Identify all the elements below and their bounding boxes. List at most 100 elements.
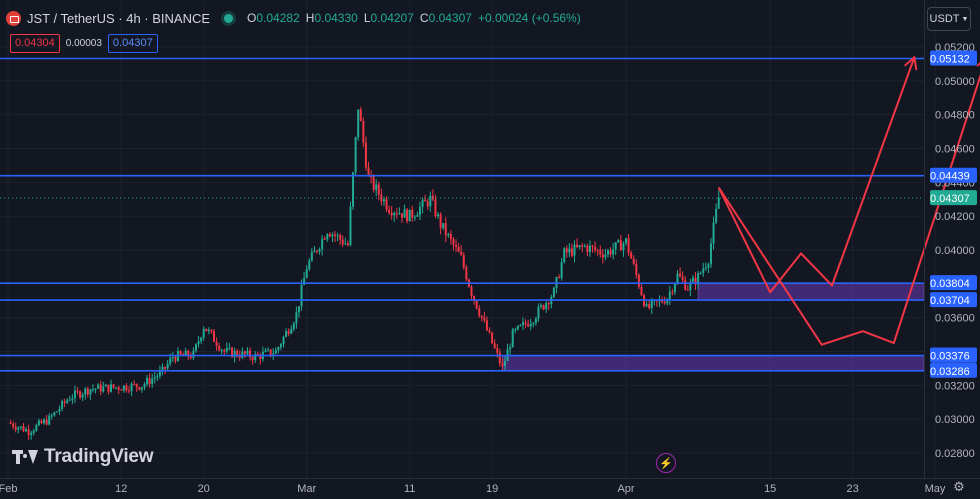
- candle-body: [702, 268, 705, 273]
- candle-body: [709, 243, 712, 265]
- candle-body: [483, 317, 486, 321]
- quote-boxes: 0.04304 0.00003 0.04307: [10, 34, 158, 53]
- candle-body: [545, 302, 548, 310]
- candle-body: [408, 209, 411, 222]
- tradingview-logo[interactable]: TradingView: [12, 446, 154, 468]
- tradingview-wordmark: TradingView: [44, 446, 154, 467]
- sell-price-button[interactable]: 0.04304: [10, 34, 60, 53]
- candle-body: [323, 238, 326, 240]
- candle-body: [576, 244, 579, 247]
- gear-icon[interactable]: ⚙: [953, 479, 965, 494]
- candle-body: [50, 415, 53, 417]
- price-tick-label: 0.04800: [935, 110, 975, 122]
- buy-price-button[interactable]: 0.04307: [107, 34, 158, 53]
- time-tick-label: 15: [764, 483, 776, 495]
- candle-body: [475, 300, 478, 309]
- market-status-icon[interactable]: [224, 13, 234, 23]
- candle-body: [326, 234, 329, 240]
- candle-body: [697, 273, 700, 285]
- candle-body: [174, 357, 177, 361]
- candle-body: [470, 286, 473, 297]
- candle-body: [254, 354, 257, 361]
- candle-body: [66, 400, 69, 403]
- candle-body: [460, 251, 463, 256]
- candle-body: [246, 350, 249, 355]
- candle-body: [104, 384, 107, 387]
- candle-body: [207, 329, 210, 332]
- level-price-label: 0.04439: [930, 171, 970, 183]
- candle-body: [650, 300, 653, 308]
- candle-body: [243, 351, 246, 355]
- candle-body: [364, 142, 367, 168]
- candle-body: [107, 384, 110, 392]
- candle-body: [558, 277, 561, 279]
- candle-body: [372, 176, 375, 190]
- candle-body: [426, 201, 429, 207]
- candle-body: [205, 328, 208, 332]
- candle-body: [640, 286, 643, 296]
- candle-body: [619, 240, 622, 251]
- candle-body: [202, 328, 205, 338]
- candle-body: [429, 195, 432, 207]
- candle-body: [668, 291, 671, 300]
- lightning-icon[interactable]: ⚡: [656, 453, 676, 473]
- candle-body: [400, 213, 403, 218]
- level-price-badge: [930, 362, 977, 378]
- arrow-head: [904, 56, 918, 71]
- candle-body: [210, 329, 213, 332]
- currency-button[interactable]: USDT ▼: [927, 7, 971, 31]
- candle-body: [272, 353, 275, 356]
- candle-body: [568, 248, 571, 253]
- candle-body: [17, 427, 20, 430]
- symbol-title[interactable]: JST / TetherUS · 4h · BINANCE: [27, 10, 211, 26]
- candle-body: [117, 387, 120, 390]
- candle-body: [146, 377, 149, 385]
- candle-body: [346, 243, 349, 245]
- candle-body: [522, 322, 524, 326]
- candle-body: [491, 332, 494, 344]
- candle-body: [171, 357, 174, 359]
- candle-body: [61, 401, 64, 409]
- candle-body: [14, 426, 17, 430]
- time-axis[interactable]: Feb 12 20 Mar 11 19 Apr 15 23 May: [0, 478, 980, 496]
- horizontal-levels[interactable]: [0, 57, 924, 372]
- candle-body: [681, 276, 684, 280]
- candle-body: [115, 387, 118, 389]
- candle-body: [509, 347, 512, 350]
- ohlc-values: O0.04282 H0.04330 L0.04207 C0.04307 +0.0…: [247, 11, 581, 25]
- candle-body: [128, 390, 131, 392]
- demand-zones: [501, 282, 925, 372]
- price-tick-label: 0.05000: [935, 76, 975, 88]
- candle-body: [416, 215, 419, 217]
- price-tick-label: 0.02800: [935, 448, 975, 460]
- candle-body: [321, 238, 324, 250]
- candle-body: [228, 347, 231, 349]
- candle-body: [218, 345, 221, 351]
- candle-body: [715, 208, 718, 223]
- candle-body: [354, 137, 357, 173]
- candle-body: [488, 330, 491, 333]
- candle-body: [380, 194, 383, 202]
- candle-body: [151, 378, 154, 384]
- candle-body: [367, 167, 370, 177]
- time-tick-label: Mar: [297, 483, 316, 495]
- candle-body: [213, 331, 215, 342]
- candle-body: [385, 199, 388, 210]
- candle-body: [527, 324, 530, 327]
- candle-body: [194, 344, 197, 351]
- candle-body: [637, 274, 640, 287]
- candle-body: [153, 377, 156, 379]
- price-axis[interactable]: 0.052000.050000.048000.046000.044000.042…: [924, 0, 978, 478]
- candle-body: [540, 305, 543, 307]
- candle-body: [666, 299, 669, 304]
- candle-body: [573, 244, 576, 256]
- candle-body: [547, 302, 550, 305]
- ohlc-low-key: L: [363, 11, 371, 25]
- candle-body: [164, 366, 167, 369]
- candle-body: [704, 267, 707, 269]
- candle-body: [223, 349, 226, 352]
- candle-body: [673, 283, 676, 293]
- candle-body: [691, 277, 694, 282]
- candle-body: [712, 222, 715, 244]
